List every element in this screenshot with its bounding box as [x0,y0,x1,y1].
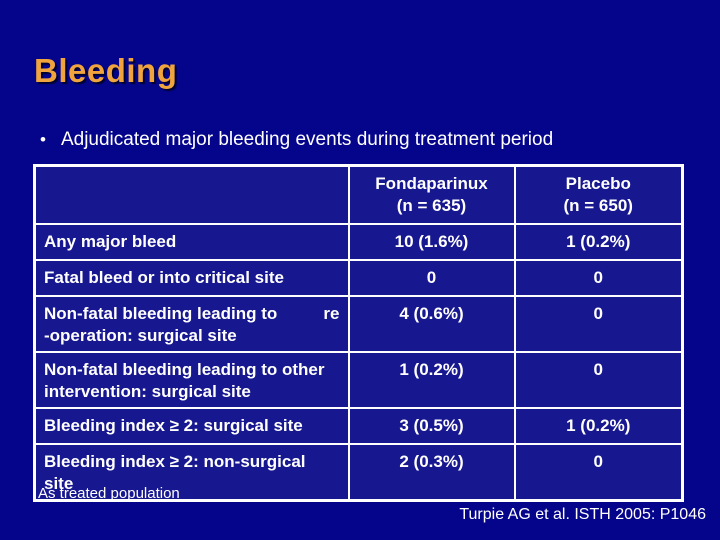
bullet-text: Adjudicated major bleeding events during… [60,129,554,150]
row-label-line2: -operation: surgical site [44,326,237,345]
fondaparinux-value: 4 (0.6%) [347,295,516,353]
table-row-any-major-bleed: Any major bleed 10 (1.6%) 1 (0.2%) [33,223,684,261]
fondaparinux-value: 0 [347,259,516,297]
row-label-line1: Non-fatal bleeding leading to other [44,360,325,379]
fondaparinux-value: 3 (0.5%) [347,407,516,445]
row-label: Fatal bleed or into critical site [33,259,350,297]
row-label-line1-left: Non-fatal bleeding leading to [44,304,278,323]
placebo-value: 0 [513,351,684,409]
slide-title: Bleeding [34,52,178,89]
fondaparinux-value: 1 (0.2%) [347,351,516,409]
placebo-value: 0 [513,443,684,502]
row-label: Any major bleed [33,223,350,261]
row-label: Bleeding index ≥ 2: non-surgical site [33,443,350,502]
bullet-item: • Adjudicated major bleeding events duri… [40,127,690,152]
row-label: Non-fatal bleeding leading to re -operat… [33,295,350,353]
table-row-fatal-bleed: Fatal bleed or into critical site 0 0 [33,259,684,297]
bullet-marker: • [40,130,46,149]
row-label: Non-fatal bleeding leading to other inte… [33,351,350,409]
bleeding-events-table: Fondaparinux (n = 635) Placebo (n = 650)… [33,164,684,502]
header-fondaparinux-name: Fondaparinux [375,174,488,193]
citation: Turpie AG et al. ISTH 2005: P1046 [459,506,706,523]
table-row-nonfatal-reoperation: Non-fatal bleeding leading to re -operat… [33,295,684,353]
row-label: Bleeding index ≥ 2: surgical site [33,407,350,445]
placebo-value: 0 [513,295,684,353]
table-row-bleeding-index-surgical: Bleeding index ≥ 2: surgical site 3 (0.5… [33,407,684,445]
fondaparinux-value: 10 (1.6%) [347,223,516,261]
header-fondaparinux: Fondaparinux (n = 635) [347,164,516,225]
fondaparinux-value: 2 (0.3%) [347,443,516,502]
header-fondaparinux-n: (n = 635) [396,196,467,215]
placebo-value: 1 (0.2%) [513,223,684,261]
header-placebo-n: (n = 650) [563,196,633,215]
table-row-nonfatal-intervention: Non-fatal bleeding leading to other inte… [33,351,684,409]
row-label-line1-right: re [323,304,340,323]
table-row-bleeding-index-nonsurgical: Bleeding index ≥ 2: non-surgical site 2 … [33,443,684,502]
table-header-row: Fondaparinux (n = 635) Placebo (n = 650) [33,164,684,225]
placebo-value: 1 (0.2%) [513,407,684,445]
row-label-line1: Non-fatal bleeding leading to re [44,303,340,325]
footnote: As treated population [38,485,180,502]
placebo-value: 0 [513,259,684,297]
row-label-line2: intervention: surgical site [44,382,251,401]
header-empty-cell [33,164,350,225]
header-placebo: Placebo (n = 650) [513,164,684,225]
header-placebo-name: Placebo [565,174,631,193]
